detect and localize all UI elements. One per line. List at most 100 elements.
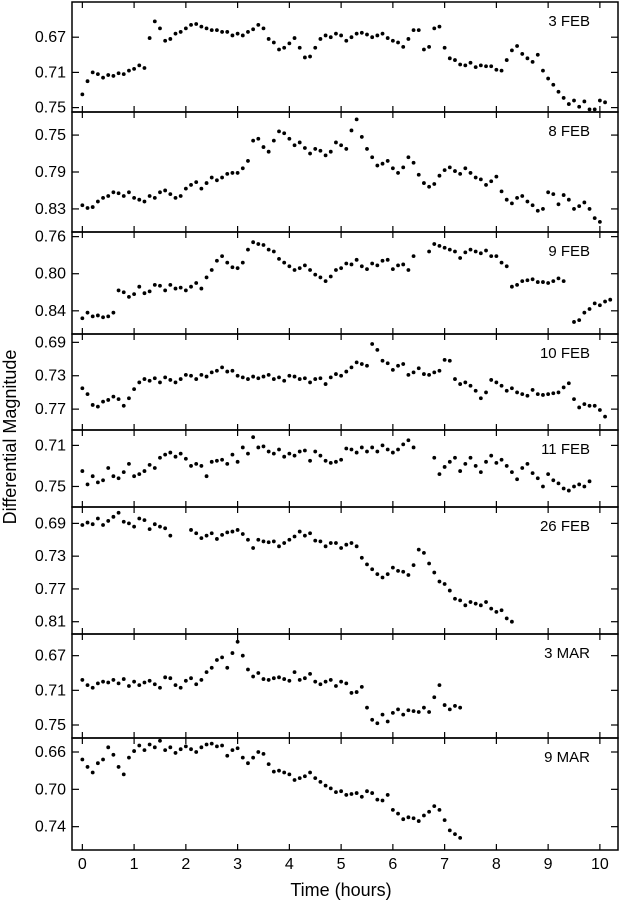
data-point <box>380 712 385 717</box>
data-point <box>334 268 338 272</box>
data-point <box>209 28 214 33</box>
data-point <box>194 682 199 687</box>
data-point <box>453 596 457 601</box>
panel: 0.69 0.73 0.77 10 FEB <box>35 333 619 431</box>
data-point <box>447 358 452 363</box>
data-point <box>194 22 199 26</box>
data-point <box>478 63 483 68</box>
data-point <box>313 679 318 684</box>
data-point <box>137 284 142 289</box>
data-point <box>152 682 157 687</box>
data-point <box>287 537 292 542</box>
data-point <box>297 449 302 454</box>
data-point <box>396 707 400 712</box>
panel-frame <box>71 333 619 431</box>
data-point <box>209 665 214 670</box>
data-point <box>189 22 193 27</box>
data-point <box>308 380 312 385</box>
data-point <box>183 744 188 749</box>
data-point <box>261 145 266 149</box>
data-point <box>240 532 245 536</box>
data-point <box>246 30 250 34</box>
data-point <box>453 58 457 62</box>
data-point <box>458 469 463 473</box>
data-point <box>266 373 271 377</box>
data-point <box>437 173 442 178</box>
data-point <box>85 79 90 84</box>
data-point <box>349 35 354 40</box>
data-point <box>163 288 168 293</box>
data-point <box>489 378 494 382</box>
data-point <box>116 510 121 515</box>
data-point <box>572 320 576 324</box>
data-point <box>95 681 100 686</box>
data-point <box>339 789 344 794</box>
data-point <box>344 446 349 451</box>
data-point <box>85 482 90 487</box>
data-point <box>318 376 323 381</box>
data-point <box>597 303 602 308</box>
data-point <box>215 368 219 373</box>
data-point <box>106 519 111 523</box>
data-point <box>401 442 406 447</box>
data-point <box>220 254 224 259</box>
data-point <box>287 373 292 378</box>
data-point <box>603 414 607 419</box>
data-point <box>178 451 183 456</box>
data-point <box>489 254 494 259</box>
data-point <box>370 445 375 450</box>
y-tick-label: 0.81 <box>35 614 66 631</box>
data-point <box>297 678 302 682</box>
data-point <box>318 682 323 687</box>
data-point <box>302 533 307 538</box>
data-point <box>541 207 545 211</box>
panel: 0.75 0.79 0.83 8 FEB <box>35 111 619 233</box>
x-tick-label: 1 <box>130 856 139 873</box>
data-point <box>535 476 540 481</box>
data-point <box>251 546 256 550</box>
data-point <box>416 547 421 552</box>
data-point <box>318 148 323 153</box>
data-point <box>344 38 349 43</box>
data-point <box>302 774 307 779</box>
data-point <box>406 373 411 377</box>
data-point <box>204 670 209 675</box>
data-point <box>313 377 318 381</box>
data-point <box>365 32 369 37</box>
data-point <box>422 47 426 52</box>
data-point <box>235 639 240 644</box>
data-point <box>132 387 137 391</box>
data-point <box>323 153 328 158</box>
panel-frame <box>71 633 619 739</box>
y-tick-label: 0.71 <box>35 437 66 454</box>
data-point <box>292 670 297 675</box>
data-point <box>572 484 576 489</box>
data-point <box>520 466 525 470</box>
data-point <box>152 19 157 24</box>
data-point <box>132 749 137 753</box>
data-point <box>566 102 571 106</box>
data-point <box>541 280 545 284</box>
data-point <box>375 347 380 352</box>
data-point <box>235 266 240 271</box>
data-point <box>240 375 245 380</box>
data-point <box>246 761 250 766</box>
data-point <box>137 197 142 202</box>
data-point <box>370 155 375 160</box>
data-point <box>349 541 354 545</box>
data-point <box>323 783 328 788</box>
data-point <box>147 742 152 747</box>
data-point <box>101 399 105 404</box>
data-point <box>173 31 178 36</box>
data-point <box>137 63 142 68</box>
data-point <box>354 117 359 122</box>
data-point <box>385 793 390 797</box>
data-point <box>339 266 344 271</box>
panel-frame <box>71 111 619 233</box>
data-point <box>235 171 240 175</box>
data-point <box>183 288 188 293</box>
data-point <box>504 388 509 393</box>
data-point <box>442 168 447 173</box>
data-point <box>390 450 395 455</box>
